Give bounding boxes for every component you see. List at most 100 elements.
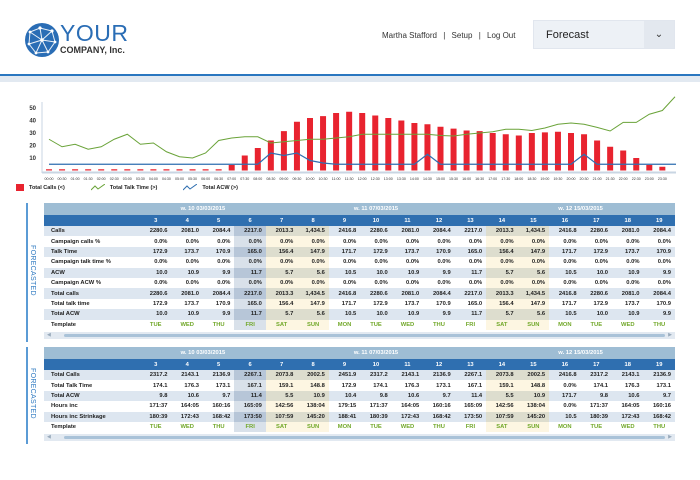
value-cell[interactable]: 156.4 (265, 246, 298, 258)
value-cell[interactable]: 2416.8 (549, 370, 581, 381)
template-cell[interactable]: SUN (297, 421, 329, 433)
template-cell[interactable]: FRI (234, 421, 266, 433)
value-cell[interactable]: 1,434.5 (517, 226, 550, 237)
value-cell[interactable]: 2317.2 (360, 370, 392, 381)
value-cell[interactable]: 0.0% (486, 277, 518, 289)
value-cell[interactable]: 2084.4 (643, 288, 675, 299)
value-cell[interactable]: 160:16 (202, 401, 235, 412)
value-cell[interactable]: 171:37 (580, 401, 613, 412)
value-cell[interactable]: 10.6 (612, 390, 644, 402)
value-cell[interactable]: 2081.0 (391, 288, 424, 299)
value-cell[interactable]: 0.0% (234, 236, 266, 247)
value-cell[interactable]: 2280.6 (360, 288, 392, 299)
value-cell[interactable]: 0.0% (328, 277, 361, 289)
value-cell[interactable]: 1,434.5 (517, 288, 550, 299)
value-cell[interactable]: 2143.1 (612, 370, 644, 381)
value-cell[interactable]: 170.9 (423, 246, 455, 258)
scroll-left-icon[interactable]: ◀ (47, 332, 51, 338)
value-cell[interactable]: 170.9 (202, 246, 235, 258)
value-cell[interactable]: 165:09 (454, 401, 487, 412)
value-cell[interactable]: 173.7 (171, 298, 203, 310)
template-cell[interactable]: THU (423, 421, 455, 433)
value-cell[interactable]: 2416.8 (328, 288, 361, 299)
value-cell[interactable]: 5.6 (297, 309, 329, 320)
value-cell[interactable]: 11.4 (454, 390, 487, 402)
value-cell[interactable]: 10.0 (580, 309, 613, 320)
value-cell[interactable]: 172.9 (140, 298, 172, 310)
template-cell[interactable]: THU (643, 319, 675, 330)
template-cell[interactable]: TUE (580, 421, 613, 433)
value-cell[interactable]: 171.7 (549, 246, 581, 258)
template-cell[interactable]: TUE (580, 319, 613, 330)
day-header[interactable]: 5 (202, 359, 235, 370)
user-name[interactable]: Martha Stafford (382, 31, 437, 40)
value-cell[interactable]: 165.0 (234, 298, 266, 310)
value-cell[interactable]: 0.0% (423, 277, 455, 289)
value-cell[interactable]: 2217.0 (454, 226, 487, 237)
value-cell[interactable]: 173.7 (612, 246, 644, 258)
value-cell[interactable]: 2136.9 (202, 370, 235, 381)
value-cell[interactable]: 2084.4 (202, 288, 235, 299)
value-cell[interactable]: 174.1 (360, 380, 392, 391)
value-cell[interactable]: 10.9 (391, 267, 424, 278)
value-cell[interactable]: 0.0% (234, 277, 266, 289)
value-cell[interactable]: 0.0% (297, 277, 329, 289)
day-header[interactable]: 16 (549, 215, 581, 226)
day-header[interactable]: 10 (360, 215, 392, 226)
value-cell[interactable]: 173.1 (423, 380, 455, 391)
value-cell[interactable]: 2280.6 (140, 288, 172, 299)
value-cell[interactable]: 167.1 (454, 380, 487, 391)
template-cell[interactable]: WED (612, 421, 644, 433)
value-cell[interactable]: 10.5 (549, 309, 581, 320)
day-header[interactable]: 3 (140, 215, 172, 226)
value-cell[interactable]: 0.0% (643, 277, 675, 289)
value-cell[interactable]: 165:09 (234, 401, 266, 412)
value-cell[interactable]: 9.8 (140, 390, 172, 402)
value-cell[interactable]: 0.0% (234, 257, 266, 268)
value-cell[interactable]: 2013.3 (486, 226, 518, 237)
template-cell[interactable]: TUE (360, 319, 392, 330)
value-cell[interactable]: 159.1 (265, 380, 298, 391)
day-header[interactable]: 12 (423, 215, 455, 226)
week-header[interactable]: w. 12 15/03/2015 (486, 347, 675, 359)
value-cell[interactable]: 172.9 (580, 246, 613, 258)
value-cell[interactable]: 0.0% (360, 236, 392, 247)
value-cell[interactable]: 2073.8 (486, 370, 518, 381)
day-header[interactable]: 9 (328, 215, 361, 226)
value-cell[interactable]: 0.0% (549, 401, 581, 412)
value-cell[interactable]: 0.0% (454, 236, 487, 247)
value-cell[interactable]: 0.0% (297, 257, 329, 268)
value-cell[interactable]: 168:42 (423, 411, 455, 422)
value-cell[interactable]: 10.0 (140, 309, 172, 320)
value-cell[interactable]: 0.0% (517, 277, 550, 289)
value-cell[interactable]: 0.0% (580, 277, 613, 289)
value-cell[interactable]: 2081.0 (391, 226, 424, 237)
value-cell[interactable]: 0.0% (643, 236, 675, 247)
value-cell[interactable]: 2002.5 (517, 370, 550, 381)
day-header[interactable]: 10 (360, 359, 392, 370)
value-cell[interactable]: 170.9 (643, 298, 675, 310)
value-cell[interactable]: 172.9 (328, 380, 361, 391)
template-cell[interactable]: SUN (517, 319, 550, 330)
value-cell[interactable]: 0.0% (171, 257, 203, 268)
value-cell[interactable]: 10.9 (517, 390, 550, 402)
value-cell[interactable]: 138:04 (297, 401, 329, 412)
week-header[interactable]: w. 10 03/03/2015 (140, 347, 266, 359)
value-cell[interactable]: 147.9 (297, 246, 329, 258)
template-cell[interactable]: FRI (454, 421, 487, 433)
value-cell[interactable]: 11.7 (234, 267, 266, 278)
value-cell[interactable]: 5.7 (265, 267, 298, 278)
value-cell[interactable]: 9.7 (643, 390, 675, 402)
day-header[interactable]: 17 (580, 359, 613, 370)
scroll-right-icon[interactable]: ▶ (668, 332, 672, 338)
value-cell[interactable]: 2451.9 (328, 370, 361, 381)
value-cell[interactable]: 2217.0 (234, 226, 266, 237)
value-cell[interactable]: 2084.4 (202, 226, 235, 237)
template-cell[interactable]: WED (391, 421, 424, 433)
setup-link[interactable]: Setup (451, 31, 473, 40)
value-cell[interactable]: 0.0% (612, 257, 644, 268)
template-cell[interactable]: THU (643, 421, 675, 433)
value-cell[interactable]: 174.1 (140, 380, 172, 391)
value-cell[interactable]: 9.8 (580, 390, 613, 402)
day-header[interactable]: 4 (171, 359, 203, 370)
